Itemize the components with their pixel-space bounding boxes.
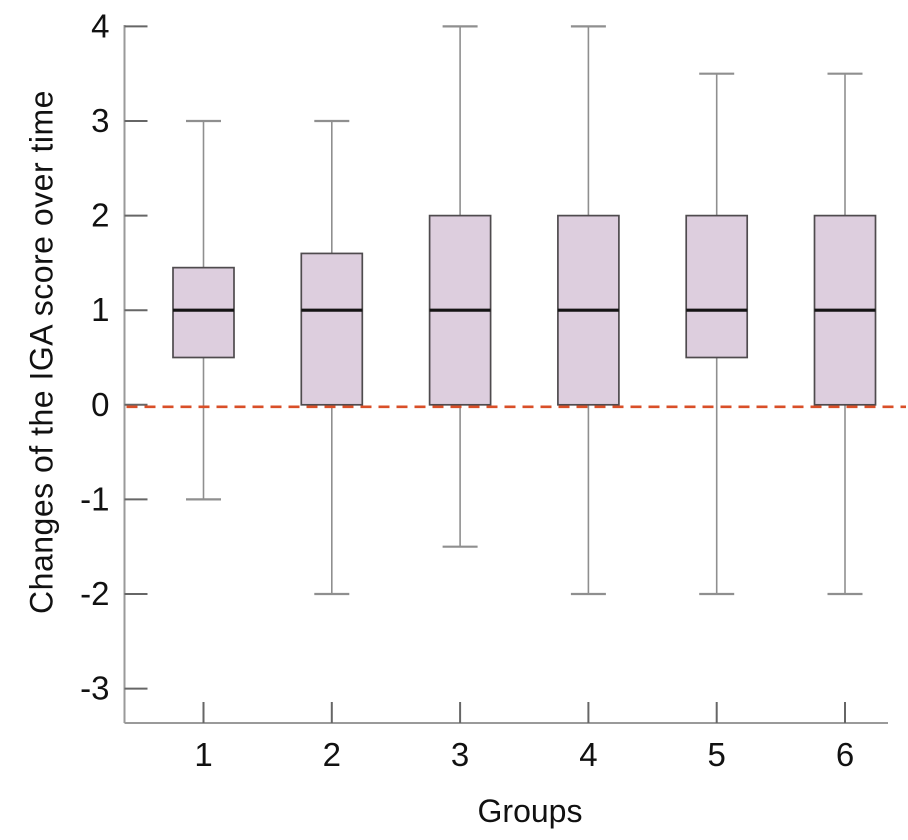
y-tick-label--3: -3 — [80, 670, 109, 707]
y-tick-label-0: 0 — [91, 386, 109, 423]
y-tick-label-1: 1 — [91, 291, 109, 328]
iqr-box-group-5 — [685, 214, 749, 359]
x-tick-label-4: 4 — [579, 736, 597, 773]
y-tick-label--1: -1 — [80, 480, 109, 517]
x-axis-title: Groups — [477, 793, 583, 829]
y-tick-label-4: 4 — [91, 7, 109, 44]
x-tick-label-6: 6 — [836, 736, 854, 773]
x-tick-label-5: 5 — [708, 736, 726, 773]
y-tick-label-2: 2 — [91, 197, 109, 234]
y-tick-label-3: 3 — [91, 102, 109, 139]
iqr-box-group-1 — [172, 266, 235, 359]
iqr-box-group-2 — [300, 252, 364, 406]
x-tick-label-2: 2 — [323, 736, 341, 773]
y-axis-title: Changes of the IGA score over time — [23, 90, 60, 614]
y-tick-label--2: -2 — [80, 575, 109, 612]
x-tick-label-1: 1 — [194, 736, 212, 773]
x-tick-label-3: 3 — [451, 736, 469, 773]
